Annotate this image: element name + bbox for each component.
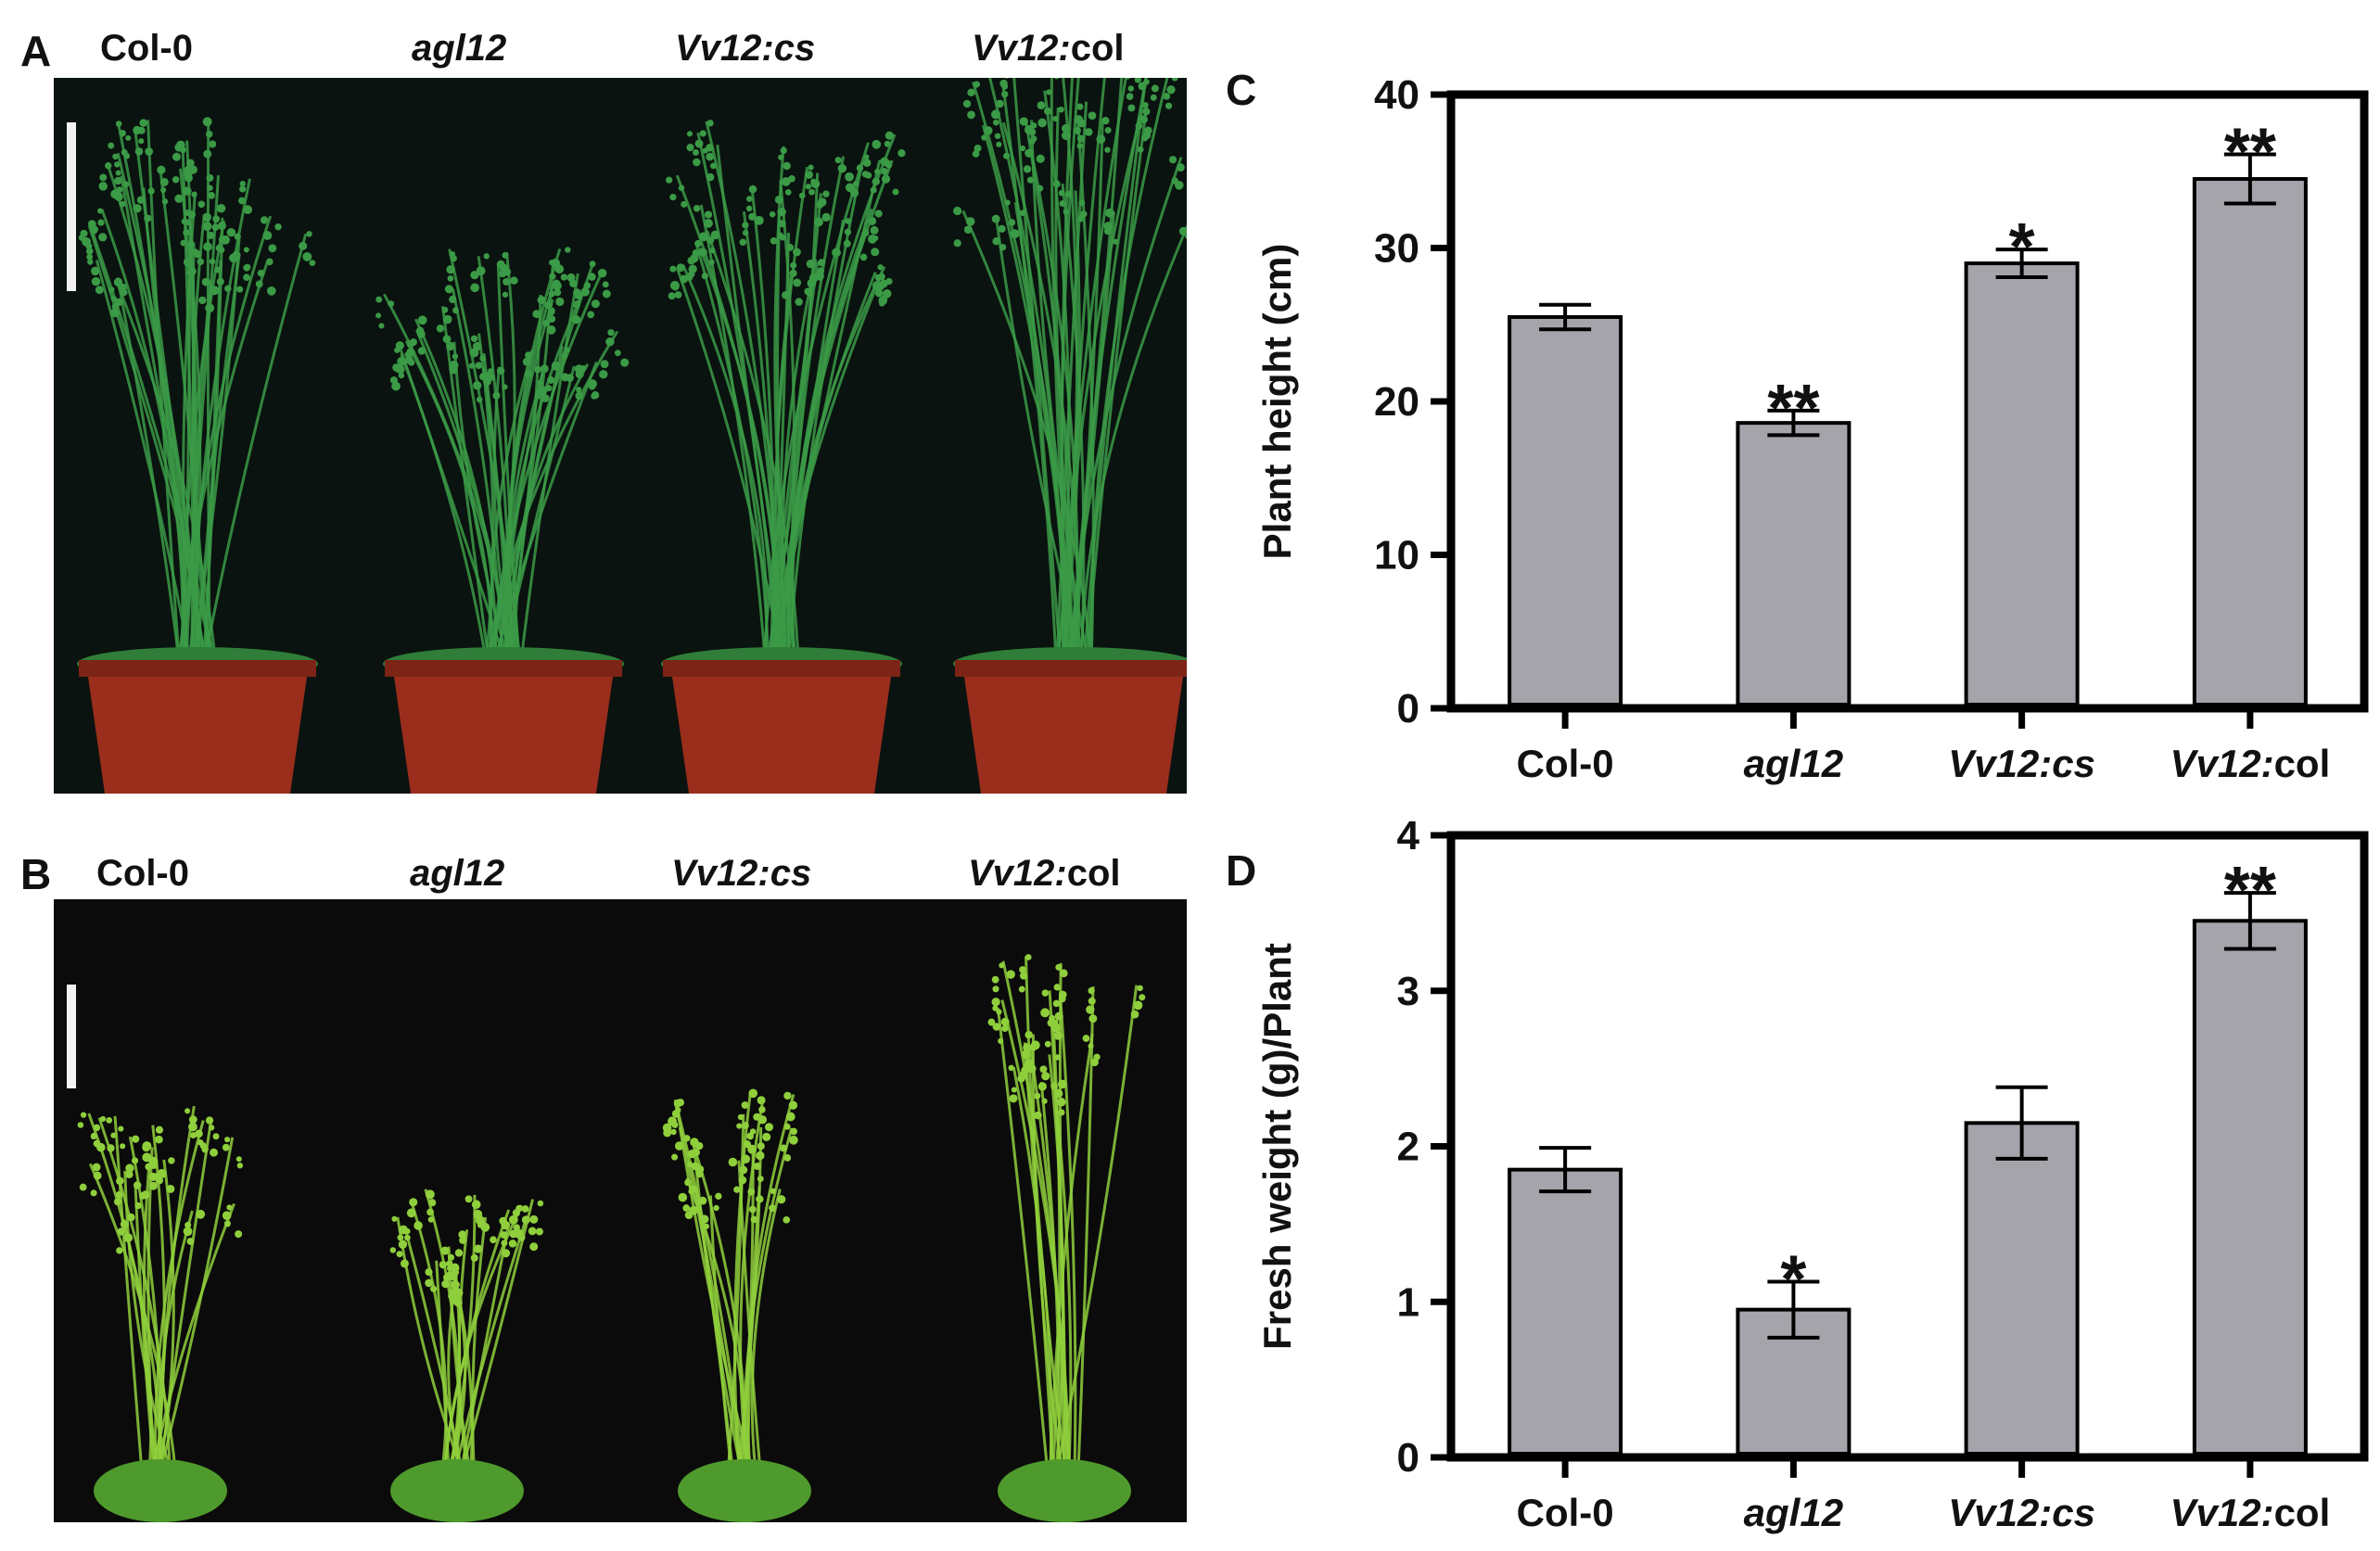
bar [1736,421,1852,706]
pot-rim [385,660,622,677]
photo-b-label-agl12: agl12 [410,853,505,894]
plant-stems [953,78,1187,667]
panel-letter-b: B [20,850,52,898]
photo-b-label-vv12col: Vv12:col [968,853,1121,894]
x-tick-label: Col-0 [1517,1491,1614,1534]
x-tick-label: Vv12:col [2170,1491,2330,1534]
plant-stems [666,120,906,667]
plant-stems [662,1088,798,1494]
photo-a-label-col0: Col-0 [100,28,193,69]
photo-a-label-vv12col: Vv12:col [972,28,1125,69]
photo-a-label-vv12cs: Vv12:cs [675,28,816,69]
significance-marker: * [2009,210,2035,285]
y-axis-label: Plant height (cm) [1255,244,1299,560]
bar [1508,314,1623,706]
y-tick-label: 20 [1374,379,1419,425]
x-tick-label: agl12 [1744,1491,1843,1534]
bar [1964,261,2080,707]
y-axis-label: Fresh weight (g)/Plant [1255,943,1299,1350]
significance-marker: * [1780,1242,1806,1316]
x-tick-label: Vv12:cs [1948,742,2095,785]
significance-marker: ** [1767,372,1819,446]
panel-letter-d: D [1226,846,1257,895]
y-tick-label: 0 [1397,686,1419,731]
y-tick-label: 10 [1374,533,1419,578]
y-tick-label: 1 [1397,1279,1419,1325]
rosette [998,1459,1131,1522]
bar [2192,919,2308,1456]
plant-stems [375,247,630,667]
panel-letter-c: C [1226,66,1257,114]
photo-b-label-col0: Col-0 [96,853,189,894]
bar [1964,1121,2080,1456]
pot-rim [663,660,900,677]
y-tick-label: 4 [1397,816,1420,858]
bar-chart-plant-height: 0 10 20 30 40 Plant height (cm) Col-0 ** agl12 * V… [1255,72,2369,785]
panel-letter-a: A [20,27,52,75]
photo-b-label-vv12cs: Vv12:cs [671,853,812,894]
pot [964,677,1183,794]
plant-photo-b [54,899,1187,1522]
significance-marker: ** [2224,854,2276,928]
y-tick-label: 30 [1374,226,1419,272]
x-tick-label: agl12 [1744,742,1843,785]
photo-a-label-agl12: agl12 [412,28,507,69]
pot [672,677,891,794]
plant-stems [987,954,1146,1494]
y-tick-label: 3 [1397,969,1419,1014]
rosette [678,1459,811,1522]
pot [394,677,613,794]
scale-bar [67,985,76,1088]
pot-rim [79,660,316,677]
plant-stems [78,117,316,667]
x-tick-label: Vv12:cs [1948,1491,2095,1534]
bar [1508,1167,1623,1456]
bar-chart-fresh-weight: 0 1 2 3 4 Fresh weight (g)/Plant Col-0 * agl12 Vv… [1255,816,2369,1534]
plant-stems [77,1105,244,1494]
pot [88,677,307,794]
scale-bar [67,122,76,291]
y-tick-label: 40 [1374,72,1419,118]
x-tick-label: Vv12:col [2170,742,2330,785]
y-tick-label: 2 [1397,1125,1419,1170]
significance-marker: ** [2224,116,2276,190]
rosette [390,1459,524,1522]
bar [2192,177,2308,706]
pot-rim [955,660,1187,677]
y-tick-label: 0 [1397,1435,1419,1481]
plant-photo-a [54,78,1187,794]
x-tick-label: Col-0 [1517,742,1614,785]
rosette [94,1459,227,1522]
